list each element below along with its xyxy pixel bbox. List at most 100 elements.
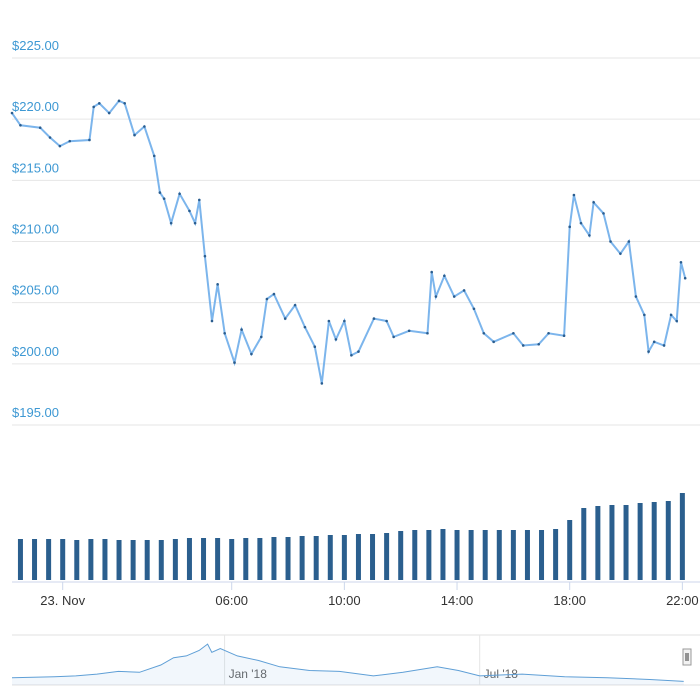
point-marker: [107, 111, 111, 115]
x-tick-label: 22:00: [666, 593, 699, 608]
volume-bar: [370, 534, 376, 580]
volume-bar: [186, 538, 192, 580]
volume-bar: [201, 538, 207, 580]
point-marker: [643, 313, 646, 317]
point-marker: [283, 317, 287, 320]
point-marker: [10, 111, 14, 115]
point-marker: [272, 292, 276, 296]
volume-bar: [257, 538, 263, 580]
point-marker: [634, 295, 638, 298]
point-marker: [133, 133, 136, 137]
point-marker: [320, 382, 324, 385]
point-marker: [679, 260, 683, 264]
volume-bar: [271, 537, 277, 580]
volume-bar: [88, 539, 94, 580]
y-tick-label: $220.00: [12, 99, 59, 114]
point-marker: [350, 353, 353, 357]
volume-bar: [609, 505, 615, 580]
point-marker: [426, 331, 429, 335]
volume-bar: [384, 533, 390, 580]
point-marker: [240, 328, 243, 331]
volume-bar: [102, 539, 108, 580]
volume-bar: [398, 531, 404, 580]
point-marker: [158, 191, 162, 194]
point-marker: [265, 297, 269, 301]
point-marker: [434, 295, 438, 298]
point-marker: [188, 209, 191, 213]
point-marker: [98, 101, 101, 105]
point-marker: [472, 307, 476, 311]
point-marker: [162, 197, 166, 200]
point-marker: [178, 192, 181, 196]
point-marker: [313, 345, 317, 349]
point-marker: [123, 101, 126, 105]
point-marker: [38, 126, 42, 130]
volume-bar: [454, 530, 460, 580]
volume-bar: [623, 505, 629, 580]
volume-bar: [581, 508, 587, 580]
point-marker: [203, 254, 207, 258]
point-marker: [647, 350, 650, 353]
x-tick-label: Jan '18: [229, 667, 268, 681]
point-marker: [619, 252, 622, 256]
volume-bar: [285, 537, 291, 580]
volume-bar: [482, 530, 488, 580]
point-marker: [193, 221, 197, 225]
volume-bar: [130, 540, 136, 580]
price-line: [11, 643, 684, 682]
volume-bar: [158, 540, 164, 580]
y-tick-label: $200.00: [12, 344, 59, 359]
point-marker: [152, 154, 156, 158]
point-marker: [210, 319, 214, 323]
y-tick-label: $195.00: [12, 405, 59, 420]
volume-bar: [412, 530, 418, 580]
volume-bar: [172, 539, 178, 580]
volume-bar: [510, 530, 516, 580]
volume-bar: [74, 540, 80, 580]
x-tick-label: 06:00: [215, 593, 248, 608]
point-marker: [482, 331, 486, 335]
point-marker: [88, 138, 91, 142]
point-marker: [443, 274, 446, 278]
point-marker: [683, 276, 687, 280]
point-marker: [609, 240, 612, 243]
volume-bar: [665, 501, 671, 580]
point-marker: [92, 105, 95, 109]
point-marker: [223, 331, 226, 335]
volume-bar: [341, 535, 347, 580]
volume-bar: [32, 539, 38, 580]
point-marker: [233, 361, 236, 364]
navigator-handle[interactable]: [682, 648, 692, 666]
point-marker: [169, 221, 173, 225]
volume-bar: [524, 530, 530, 580]
handle-box[interactable]: [682, 648, 692, 666]
point-marker: [669, 313, 673, 317]
point-marker: [357, 350, 360, 353]
point-marker: [303, 325, 307, 329]
point-marker: [143, 125, 146, 128]
point-marker: [19, 123, 22, 127]
point-marker: [462, 289, 466, 292]
volume-bar: [116, 540, 122, 580]
point-marker: [58, 144, 62, 148]
point-marker: [372, 317, 376, 320]
y-tick-label: $225.00: [12, 38, 59, 53]
point-marker: [675, 319, 679, 323]
volume-bar: [679, 493, 685, 580]
volume-bar: [553, 529, 559, 580]
point-marker: [259, 335, 263, 339]
volume-bar: [539, 530, 545, 580]
point-marker: [327, 319, 331, 323]
x-tick-label: 10:00: [328, 593, 361, 608]
volume-bar: [440, 529, 446, 580]
point-marker: [602, 212, 605, 215]
point-marker: [385, 319, 388, 323]
point-marker: [68, 139, 72, 143]
point-marker: [579, 221, 583, 225]
point-marker: [117, 99, 121, 103]
point-marker: [452, 295, 456, 298]
point-marker: [521, 344, 525, 347]
point-marker: [250, 352, 253, 356]
point-marker: [562, 334, 566, 337]
